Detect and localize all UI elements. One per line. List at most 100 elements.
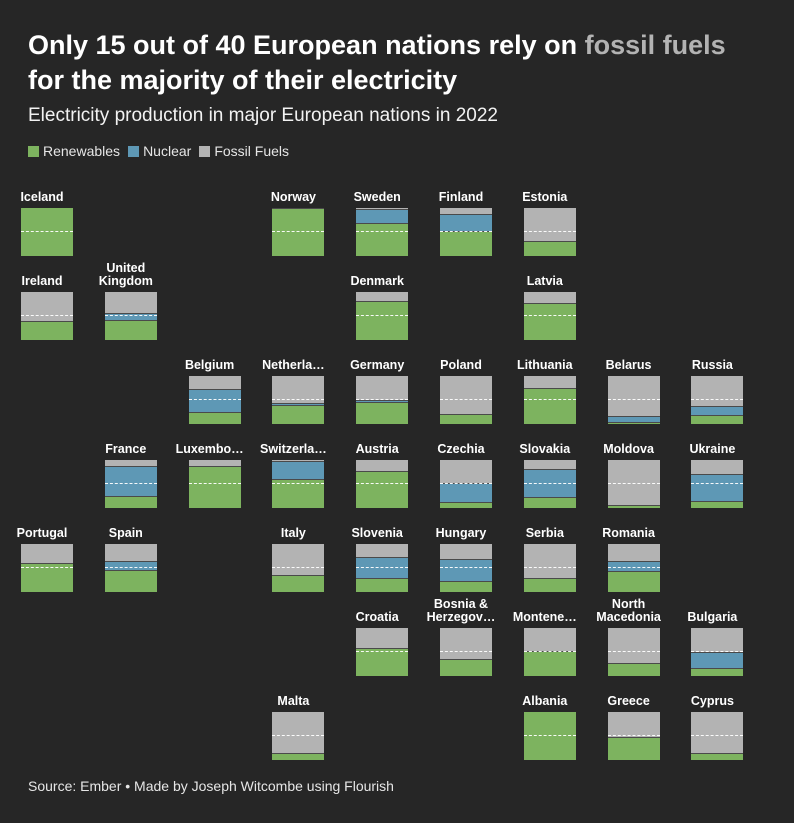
country-tile-portugal[interactable]: Portugal (0, 512, 84, 596)
country-tile-slovenia[interactable]: Slovenia (335, 512, 419, 596)
fifty-percent-line (440, 483, 492, 484)
bar-segment-fossil (523, 376, 576, 389)
stacked-bar (272, 208, 325, 256)
country-tile-ukraine[interactable]: Ukraine (670, 428, 754, 512)
legend-item-fossil[interactable]: Fossil Fuels (199, 143, 289, 159)
country-label: Italy (280, 526, 306, 540)
bar-segment-fossil (104, 460, 157, 467)
bar-segment-fossil (691, 376, 744, 407)
country-tile-netherla[interactable]: Netherla… (251, 344, 335, 428)
country-tile-hungary[interactable]: Hungary (419, 512, 503, 596)
bar-segment-renewables (21, 321, 73, 340)
country-tile-greece[interactable]: Greece (587, 680, 671, 764)
bar-segment-fossil (272, 376, 325, 404)
country-label: Iceland (20, 190, 64, 204)
fifty-percent-line (607, 651, 660, 652)
legend-swatch-nuclear (128, 145, 140, 157)
country-tile-lithuania[interactable]: Lithuania (503, 344, 587, 428)
country-label: Norway (270, 190, 316, 204)
bar-segment-fossil (272, 460, 325, 461)
fifty-percent-line (356, 483, 409, 484)
country-tile-sweden[interactable]: Sweden (335, 176, 419, 260)
legend-item-renewables[interactable]: Renewables (28, 143, 120, 159)
country-label: Lithuania (517, 358, 573, 372)
stacked-bar (523, 376, 576, 424)
country-tile-united-kingdom[interactable]: United Kingdom (84, 260, 168, 344)
country-tile-iceland[interactable]: Iceland (0, 176, 84, 260)
fifty-percent-line (272, 231, 325, 232)
country-tile-estonia[interactable]: Estonia (503, 176, 587, 260)
fifty-percent-line (104, 315, 157, 316)
country-tile-germany[interactable]: Germany (335, 344, 419, 428)
country-tile-ireland[interactable]: Ireland (0, 260, 84, 344)
country-tile-slovakia[interactable]: Slovakia (503, 428, 587, 512)
country-tile-romania[interactable]: Romania (587, 512, 671, 596)
country-tile-montene[interactable]: Montene… (503, 596, 587, 680)
country-label: Poland (440, 358, 482, 372)
bar-segment-renewables (523, 496, 576, 508)
country-tile-finland[interactable]: Finland (419, 176, 503, 260)
fifty-percent-line (523, 735, 576, 736)
bar-segment-renewables (104, 496, 157, 508)
country-tile-spain[interactable]: Spain (84, 512, 168, 596)
bar-segment-renewables (523, 388, 576, 424)
bar-segment-nuclear (272, 460, 325, 479)
country-tile-moldova[interactable]: Moldova (587, 428, 671, 512)
bar-segment-nuclear (356, 208, 409, 224)
fifty-percent-line (356, 231, 409, 232)
stacked-bar (440, 544, 492, 592)
country-tile-bosnia-herzegov[interactable]: Bosnia & Herzegov… (419, 596, 503, 680)
bar-segment-fossil (21, 292, 73, 322)
bar-segment-fossil (523, 628, 576, 651)
bar-segment-fossil (523, 460, 576, 469)
country-tile-albania[interactable]: Albania (503, 680, 587, 764)
country-tile-belarus[interactable]: Belarus (587, 344, 671, 428)
country-tile-poland[interactable]: Poland (419, 344, 503, 428)
country-tile-cyprus[interactable]: Cyprus (670, 680, 754, 764)
fifty-percent-line (188, 399, 241, 400)
country-tile-czechia[interactable]: Czechia (419, 428, 503, 512)
country-tile-italy[interactable]: Italy (251, 512, 335, 596)
bar-segment-nuclear (440, 558, 492, 582)
bar-segment-renewables (607, 663, 660, 676)
fifty-percent-line (272, 735, 325, 736)
stacked-bar (691, 376, 744, 424)
country-tile-switzerla[interactable]: Switzerla… (251, 428, 335, 512)
country-tile-serbia[interactable]: Serbia (503, 512, 587, 596)
stacked-bar (607, 628, 660, 676)
bar-segment-fossil (356, 628, 409, 648)
bar-segment-renewables (272, 574, 325, 592)
country-tile-belgium[interactable]: Belgium (168, 344, 252, 428)
country-tile-norway[interactable]: Norway (251, 176, 335, 260)
fifty-percent-line (104, 483, 157, 484)
country-tile-malta[interactable]: Malta (251, 680, 335, 764)
legend-swatch-fossil (199, 145, 211, 157)
fifty-percent-line (607, 735, 660, 736)
country-tile-croatia[interactable]: Croatia (335, 596, 419, 680)
country-tile-russia[interactable]: Russia (670, 344, 754, 428)
bar-segment-fossil (523, 544, 576, 578)
country-label: Austria (355, 442, 399, 456)
fifty-percent-line (21, 567, 73, 568)
fifty-percent-line (440, 651, 492, 652)
title-part2: for the majority of their electricity (28, 65, 458, 95)
stacked-bar (523, 292, 576, 340)
bar-segment-fossil (607, 544, 660, 562)
bar-segment-renewables (440, 659, 492, 676)
bar-segment-fossil (356, 376, 409, 400)
legend-item-nuclear[interactable]: Nuclear (128, 143, 191, 159)
country-tile-latvia[interactable]: Latvia (503, 260, 587, 344)
bar-segment-fossil (607, 628, 660, 664)
country-tile-france[interactable]: France (84, 428, 168, 512)
stacked-bar (104, 544, 157, 592)
country-tile-austria[interactable]: Austria (335, 428, 419, 512)
legend-label-fossil: Fossil Fuels (214, 143, 289, 159)
country-tile-north-macedonia[interactable]: North Macedonia (587, 596, 671, 680)
country-tile-bulgaria[interactable]: Bulgaria (670, 596, 754, 680)
country-label: Slovakia (519, 442, 571, 456)
country-tile-luxembo[interactable]: Luxembo… (168, 428, 252, 512)
country-label: Portugal (16, 526, 68, 540)
fifty-percent-line (188, 483, 241, 484)
country-tile-denmark[interactable]: Denmark (335, 260, 419, 344)
bar-segment-fossil (272, 712, 325, 754)
